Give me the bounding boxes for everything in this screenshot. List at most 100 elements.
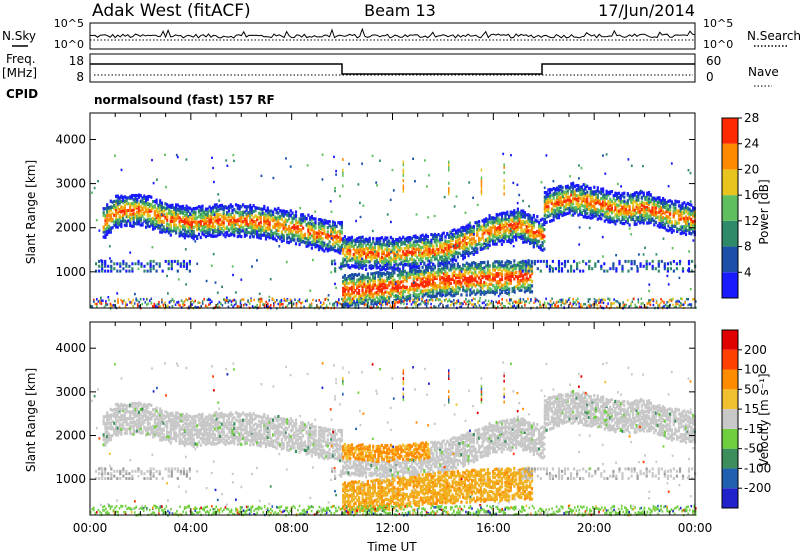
echo-cell [368, 264, 371, 268]
echo-cell [180, 205, 183, 209]
echo-cell [455, 250, 458, 254]
echo-cell [343, 244, 346, 248]
echo-cell [449, 290, 452, 294]
echo-cell [254, 208, 257, 213]
echo-cell [229, 221, 232, 225]
echo-cell [529, 214, 532, 218]
echo-cell [525, 265, 528, 268]
echo-cell [522, 240, 525, 244]
echo-cell [382, 292, 385, 296]
echo-cell [393, 283, 396, 287]
echo-cell [153, 217, 156, 221]
echo-cell [677, 221, 681, 225]
echo-cell [272, 212, 275, 216]
echo-cell [409, 286, 412, 290]
echo-cell [416, 285, 419, 289]
echo-cell [155, 223, 158, 227]
echo-cell [416, 255, 419, 259]
echo-cell [137, 205, 141, 209]
echo-cell [201, 215, 204, 219]
echo-cell [332, 228, 335, 232]
echo-cell [368, 255, 371, 259]
echo-cell [305, 244, 308, 248]
echo-cell [219, 212, 222, 217]
echo-cell [335, 231, 338, 235]
echo-cell [467, 276, 470, 280]
echo-cell [448, 281, 451, 285]
echo-cell [169, 211, 172, 216]
echo-cell [380, 301, 383, 305]
echo-cell [310, 214, 313, 219]
echo-cell [162, 205, 165, 209]
echo-cell [394, 254, 396, 258]
echo-cell [462, 228, 465, 232]
echo-cell [391, 244, 394, 248]
echo-cell [372, 256, 375, 260]
echo-cell [455, 275, 458, 279]
echo-cell [113, 203, 116, 208]
echo-cell [520, 288, 523, 292]
echo-cell [148, 194, 151, 199]
echo-cell [638, 253, 640, 256]
echo-cell [326, 230, 329, 234]
echo-cell [175, 208, 178, 212]
echo-cell [384, 236, 387, 240]
echo-cell [463, 264, 466, 268]
echo-cell [430, 288, 433, 292]
echo-cell [551, 267, 554, 271]
echo-cell [347, 293, 350, 297]
echo-cell [333, 241, 336, 245]
echo-cell [472, 237, 475, 241]
echo-cell [428, 272, 431, 276]
echo-cell [499, 222, 502, 227]
echo-cell [358, 272, 361, 276]
echo-cell [352, 280, 355, 284]
echo-cell [145, 209, 148, 213]
echo-cell [414, 268, 417, 272]
echo-cell [453, 251, 456, 256]
echo-cell [298, 242, 301, 247]
echo-cell [321, 221, 324, 225]
echo-cell [373, 283, 376, 287]
echo-cell [456, 273, 459, 277]
echo-cell [335, 249, 338, 253]
echo-cell [328, 234, 331, 238]
echo-cell [402, 287, 405, 291]
echo-cell [403, 259, 406, 263]
echo-cell [359, 275, 362, 279]
echo-cell [486, 260, 489, 264]
echo-cell [332, 242, 335, 246]
echo-cell [106, 208, 109, 212]
echo-cell [287, 235, 291, 239]
echo-cell [449, 293, 452, 297]
echo-cell [310, 242, 313, 246]
echo-cell [180, 210, 183, 214]
echo-cell [155, 207, 158, 211]
echo-cell [226, 230, 229, 234]
echo-cell [396, 243, 399, 247]
echo-cell [323, 241, 326, 245]
echo-cell [460, 276, 463, 280]
echo-cell [440, 237, 444, 241]
echo-cell [335, 239, 338, 243]
echo-cell [384, 258, 387, 262]
echo-cell [386, 248, 389, 252]
echo-cell [356, 261, 359, 265]
echo-cell [539, 269, 542, 273]
echo-cell [541, 241, 544, 245]
echo-cell [361, 235, 364, 239]
echo-cell [171, 205, 174, 209]
echo-cell [279, 237, 282, 241]
echo-cell [167, 223, 171, 227]
echo-cell [396, 248, 399, 252]
echo-cell [339, 251, 342, 255]
echo-cell [469, 233, 472, 237]
echo-cell [134, 206, 137, 210]
echo-cell [467, 285, 470, 289]
freq-trace [90, 63, 695, 75]
echo-cell [414, 236, 417, 240]
echo-cell [657, 259, 660, 263]
echo-cell [451, 250, 454, 254]
echo-cell [453, 288, 456, 292]
echo-cell [160, 223, 163, 227]
